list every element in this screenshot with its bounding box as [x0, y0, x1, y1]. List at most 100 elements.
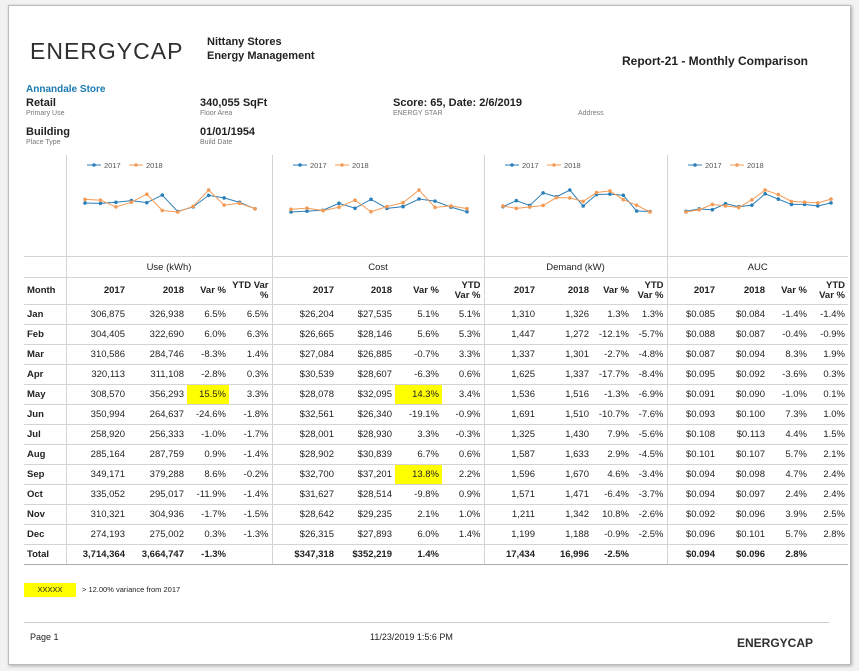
cell: 284,746: [128, 344, 187, 365]
cell: -0.9%: [442, 404, 484, 425]
cell: 10.8%: [592, 504, 632, 525]
row-label: Sep: [24, 464, 66, 485]
cell: 1,326: [538, 304, 592, 325]
table-row: Jun 350,994 264,637 -24.6% -1.8% $32,561 $26,3…: [24, 404, 848, 425]
row-label: Nov: [24, 504, 66, 525]
series-point: [607, 192, 612, 196]
cell: 350,994: [65, 404, 128, 425]
series-point: [113, 205, 118, 209]
cell: 2.4%: [810, 484, 848, 505]
series-point: [190, 204, 195, 209]
cell: 6.5%: [187, 304, 229, 325]
series-point: [464, 209, 469, 214]
series-point: [98, 201, 102, 206]
cell: $27,535: [337, 304, 395, 325]
cell: -5.6%: [632, 424, 667, 445]
cell: -3.7%: [632, 484, 667, 505]
column-head: Var %: [395, 277, 442, 305]
cell: 5.6%: [395, 324, 442, 345]
cell: 0.9%: [187, 444, 229, 465]
cell: $26,315: [271, 524, 337, 545]
series-point: [82, 201, 87, 205]
cell: 2.4%: [810, 464, 848, 485]
series-point: [828, 197, 833, 201]
cell: $27,084: [271, 344, 337, 365]
series-point: [554, 195, 558, 200]
cell: $0.094: [666, 484, 718, 505]
logo: ENERGYCAP: [30, 38, 184, 64]
month-head: Month: [24, 277, 66, 305]
cell: -1.8%: [229, 404, 272, 425]
row-label: Apr: [24, 364, 66, 385]
legend-dot: [297, 163, 302, 167]
cell: [632, 544, 667, 565]
cell: -2.8%: [187, 364, 229, 385]
series-point: [580, 199, 585, 204]
table-row: Total 3,714,364 3,664,747 -1.3% $347,318 $352…: [24, 544, 848, 565]
cell: 0.6%: [442, 444, 484, 465]
cell: 15.5%: [187, 384, 229, 405]
cell: $0.097: [718, 484, 768, 505]
cell: $0.094: [666, 464, 718, 485]
cell: -17.7%: [592, 364, 632, 385]
cell: -1.3%: [187, 544, 229, 565]
legend-dot: [551, 163, 556, 167]
legend-dot: [133, 163, 138, 167]
table-row: Mar 310,586 284,746 -8.3% 1.4% $27,084 $26,885…: [24, 344, 848, 365]
cell: -1.0%: [768, 384, 810, 405]
cell: $28,642: [271, 504, 337, 525]
cell: 3.3%: [395, 424, 442, 445]
cell: 1,471: [538, 484, 592, 505]
cell: $0.100: [718, 404, 768, 425]
cell: 1,596: [483, 464, 538, 485]
table-row: Aug 285,164 287,759 0.9% -1.4% $28,902 $30,839…: [24, 444, 848, 465]
cell: -1.7%: [187, 504, 229, 525]
series-point: [789, 199, 793, 204]
cell: 3,664,747: [128, 544, 187, 565]
cell: -11.9%: [187, 484, 229, 505]
legend-label: 2017: [310, 161, 327, 170]
cell: 310,586: [65, 344, 128, 365]
cell: 379,288: [128, 464, 187, 485]
series-point: [304, 206, 309, 210]
series-point: [384, 204, 389, 209]
company: Nittany Stores: [207, 36, 282, 48]
legend-dot: [509, 163, 514, 167]
row-label: May: [24, 384, 66, 405]
column-head: 2018: [538, 277, 592, 305]
blank: [24, 256, 66, 278]
cell: [442, 544, 484, 565]
series-point: [206, 193, 210, 198]
column-head: YTD Var %: [229, 277, 272, 305]
cell: 285,164: [65, 444, 128, 465]
cell: [810, 544, 848, 565]
cell: -1.0%: [187, 424, 229, 445]
series-point: [432, 205, 437, 210]
sparkline-chart: 2017 2018: [82, 161, 257, 214]
series-point: [749, 198, 754, 202]
cell: 320,113: [65, 364, 128, 385]
series-point: [620, 193, 625, 198]
cell: 1,342: [538, 504, 592, 525]
cell: 2.5%: [810, 504, 848, 525]
cell: -5.7%: [632, 324, 667, 345]
field-value: 340,055 SqFt: [200, 97, 268, 109]
cell: $28,514: [337, 484, 395, 505]
cell: -4.8%: [632, 344, 667, 365]
footer-rule: [24, 622, 829, 623]
series-point: [828, 201, 833, 205]
series-point: [159, 193, 164, 197]
cell: $28,607: [337, 364, 395, 385]
series-point: [352, 206, 357, 211]
table-row: Jan 306,875 326,938 6.5% 6.5% $26,204 $27,535 5…: [24, 304, 848, 325]
cell: 17,434: [483, 544, 538, 565]
series-point: [500, 204, 505, 208]
series-point: [762, 191, 767, 196]
report-title: Report-21 - Monthly Comparison: [621, 54, 808, 68]
series-line: [84, 194, 255, 213]
cell: $0.092: [666, 504, 718, 525]
cell: $0.096: [666, 524, 718, 545]
chart-cell: 2017 2018: [666, 155, 848, 257]
cell: 1.4%: [442, 524, 484, 545]
series-point: [607, 189, 612, 193]
